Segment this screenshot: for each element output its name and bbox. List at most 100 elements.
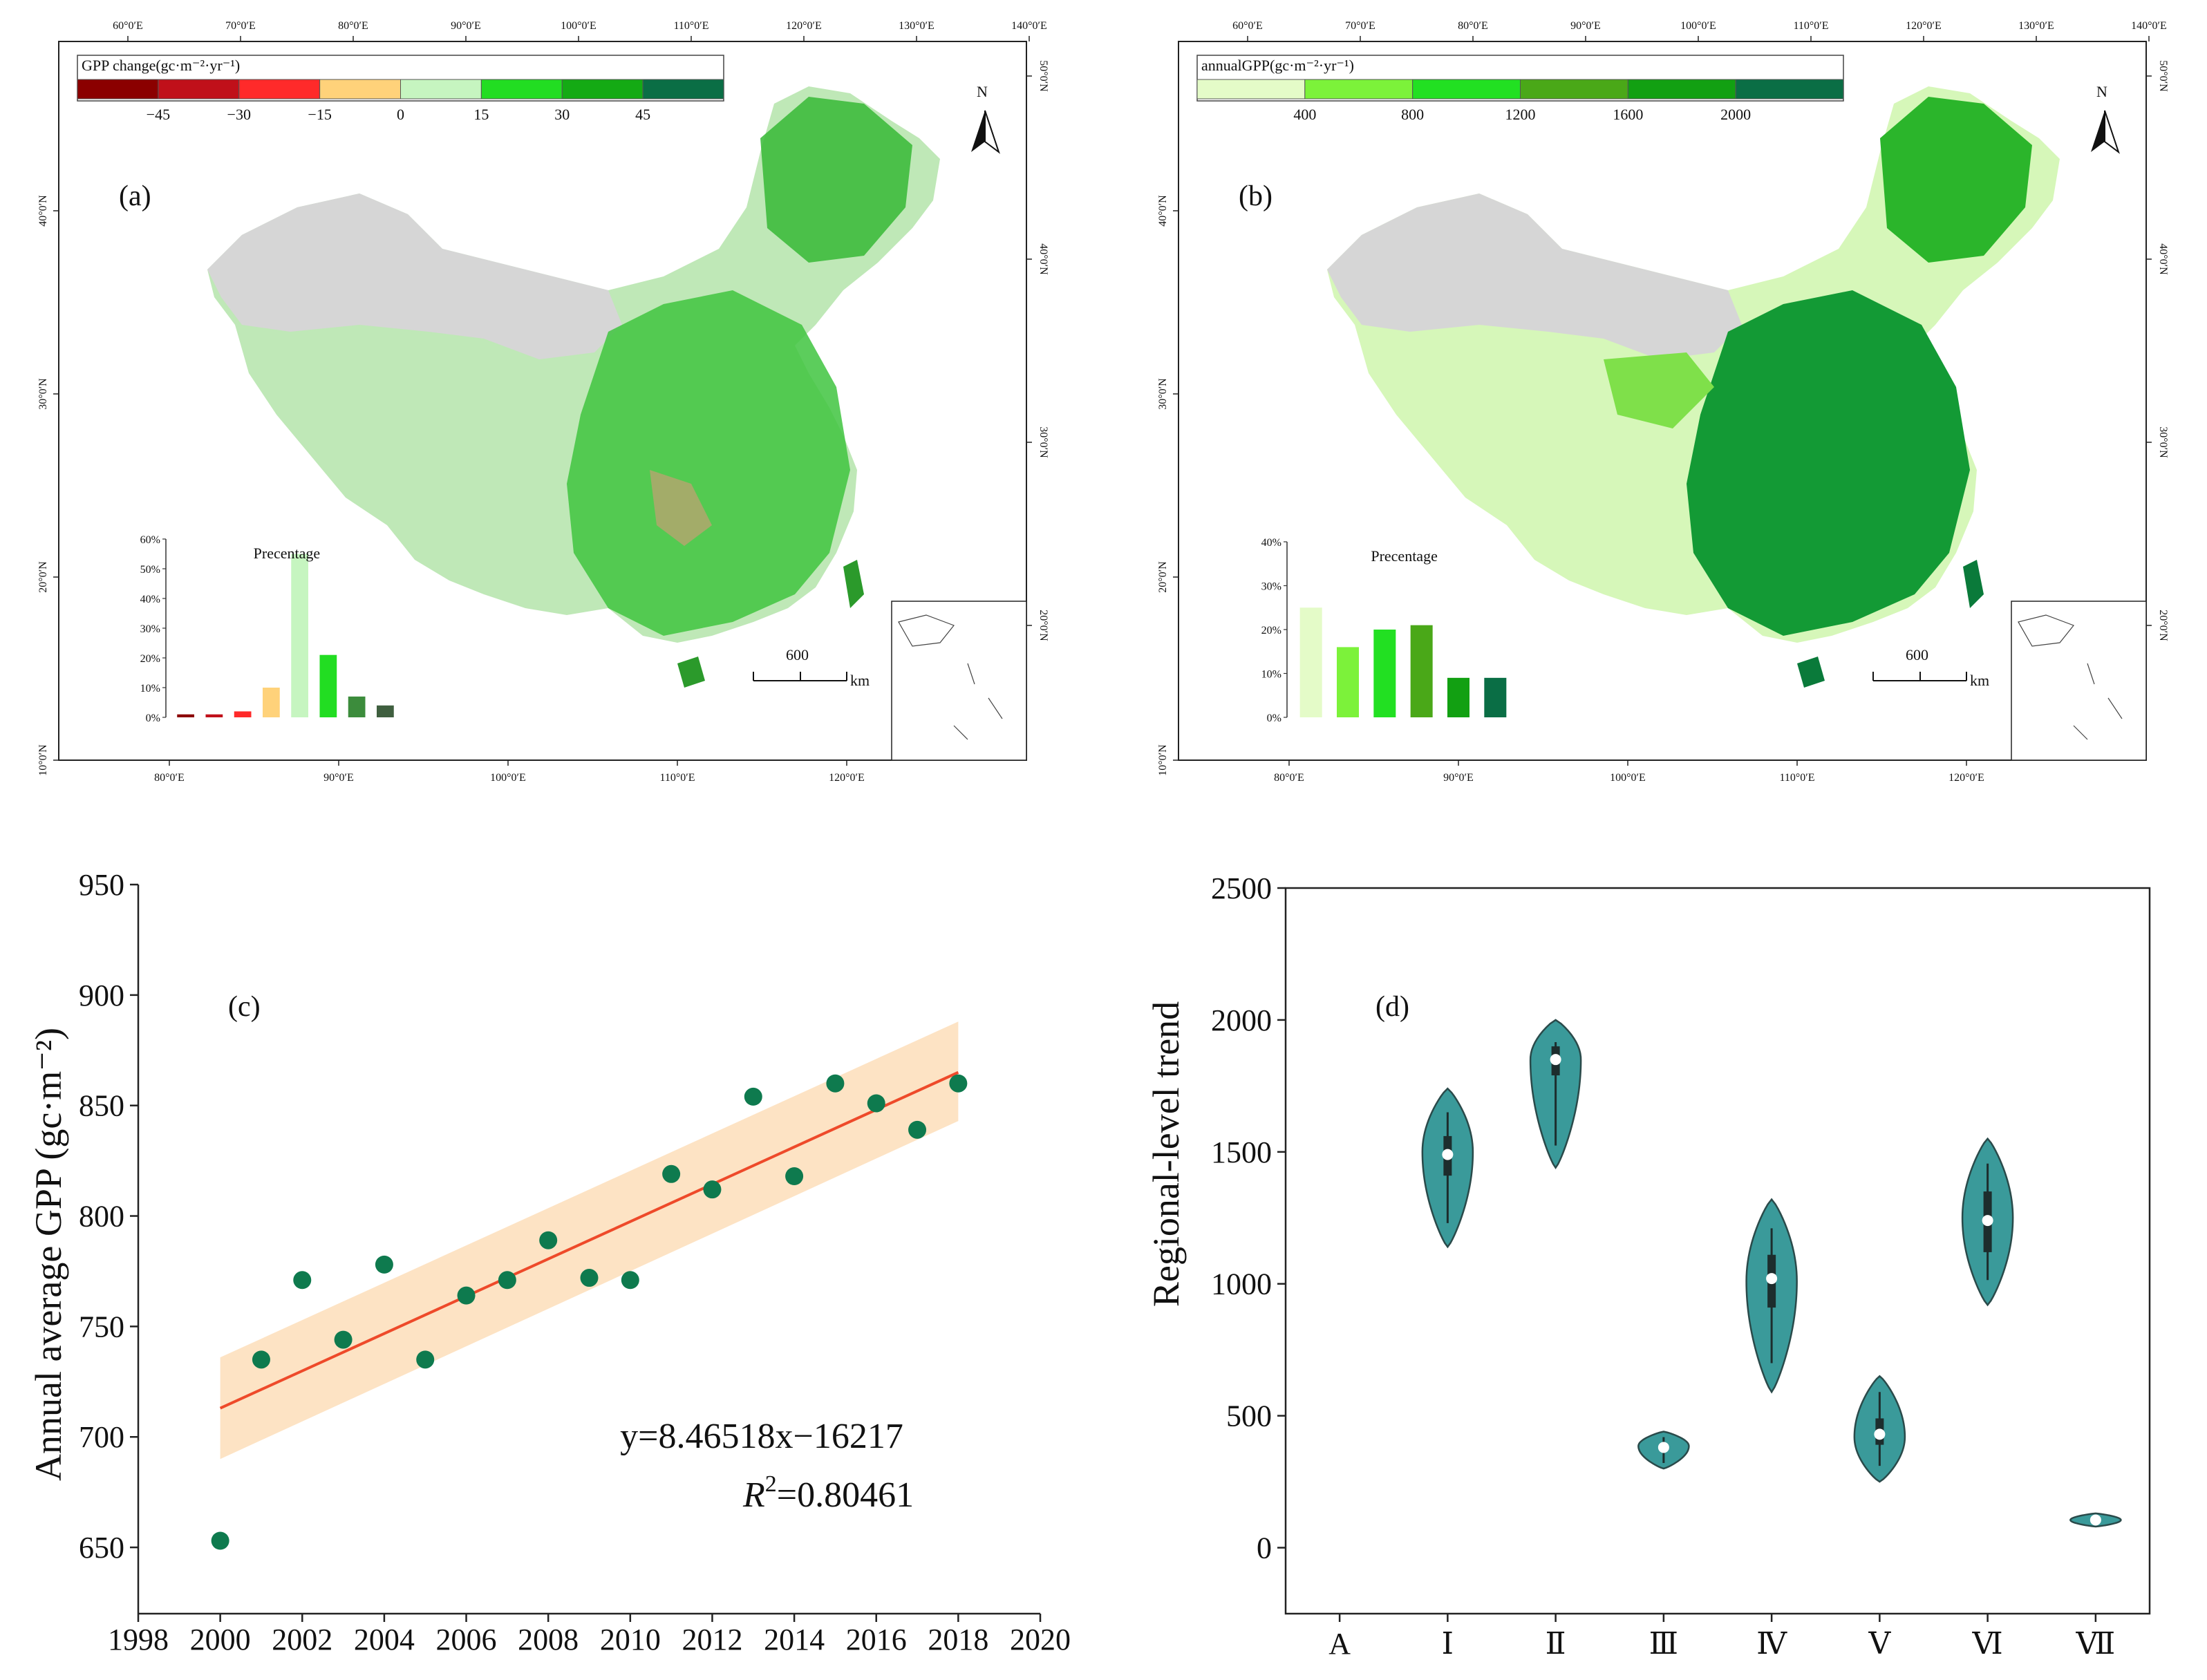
map-right-tick-label: 40°0′N bbox=[1037, 243, 1049, 275]
inset-bar bbox=[291, 554, 308, 717]
inset-bar bbox=[348, 696, 366, 717]
legend-swatch bbox=[319, 79, 401, 100]
c-x-tick-label: 2018 bbox=[928, 1623, 988, 1657]
legend-swatch bbox=[1520, 79, 1628, 100]
legend-tick-label: 1600 bbox=[1613, 106, 1643, 123]
map-bottom-tick-label: 120°0′E bbox=[1948, 772, 1984, 784]
c-point bbox=[621, 1271, 639, 1290]
map-top-tick-label: 100°0′E bbox=[561, 20, 597, 32]
d-violin-median bbox=[1657, 1442, 1669, 1453]
c-point bbox=[949, 1074, 968, 1093]
inset-bar bbox=[177, 714, 194, 717]
map-bottom-tick-label: 110°0′E bbox=[659, 772, 695, 784]
legend-swatch bbox=[400, 79, 482, 100]
map-bottom-tick-label: 80°0′E bbox=[1274, 772, 1304, 784]
map-a-top-ticks: 60°0′E 70°0′E 80°0′E 90°0′E 100°0′E 110°0′E 12… bbox=[113, 20, 1047, 41]
c-point bbox=[703, 1180, 722, 1199]
legend-tick-label: 1200 bbox=[1505, 106, 1536, 123]
d-y-tick-label: 1500 bbox=[1211, 1135, 1272, 1169]
map-b-bottom-ticks: 80°0′E 90°0′E 100°0′E 110°0′E 120°0′E bbox=[1274, 760, 1984, 784]
south-region-b bbox=[1687, 290, 1970, 636]
inset-y-tick-label: 0% bbox=[1267, 712, 1281, 724]
map-left-tick-label: 20°0′N bbox=[1157, 561, 1169, 593]
inset-bar bbox=[1410, 625, 1433, 717]
c-point bbox=[252, 1350, 270, 1369]
inset-y-tick-label: 50% bbox=[140, 564, 160, 576]
hotspot-region bbox=[650, 470, 712, 546]
map-bottom-tick-label: 120°0′E bbox=[829, 772, 865, 784]
map-left-tick-label: 20°0′N bbox=[37, 561, 49, 593]
c-point bbox=[416, 1350, 435, 1369]
map-b-top-ticks: 60°0′E 70°0′E 80°0′E 90°0′E 100°0′E 110°0′E 12… bbox=[1232, 20, 2167, 41]
d-x-tick-label: Ⅶ bbox=[2075, 1627, 2115, 1661]
c-x-tick-label: 2008 bbox=[518, 1623, 579, 1657]
c-regression-line bbox=[219, 1070, 959, 1410]
map-a-left-ticks: 40°0′N 30°0′N 20°0′N 10°0′N bbox=[37, 195, 59, 776]
c-y-tick-label: 900 bbox=[79, 979, 124, 1012]
d-violin-median bbox=[1442, 1149, 1454, 1160]
inset-y-tick-label: 60% bbox=[140, 534, 160, 546]
map-top-tick-label: 120°0′E bbox=[786, 20, 822, 32]
map-b-inset-outline bbox=[2018, 614, 2123, 740]
map-a-scale-value: 600 bbox=[786, 646, 809, 663]
map-b-left-ticks: 40°0′N 30°0′N 20°0′N 10°0′N bbox=[1157, 195, 1178, 776]
c-fit-line bbox=[219, 1070, 959, 1410]
c-y-axis-label: Annual average GPP (gc·m⁻²) bbox=[28, 1028, 69, 1481]
map-left-tick-label: 10°0′N bbox=[37, 744, 49, 776]
c-axes: 1998 2000 2002 2004 2006 2008 2010 2012 2014 2016… bbox=[79, 868, 1071, 1657]
map-a-legend-title: GPP change(gc·m⁻²·yr⁻¹) bbox=[82, 57, 240, 74]
inset-bar bbox=[234, 711, 252, 717]
d-x-tick-label: A bbox=[1328, 1627, 1351, 1661]
inset-bar bbox=[1484, 677, 1507, 717]
c-y-tick-label: 700 bbox=[79, 1420, 124, 1454]
map-a-legend-swatches: −45 −30 −15 0 15 30 45 bbox=[77, 79, 724, 123]
c-point bbox=[334, 1330, 353, 1349]
inset-y-tick-label: 30% bbox=[1261, 581, 1281, 593]
legend-swatch bbox=[1196, 79, 1306, 100]
map-b-panel-label: (b) bbox=[1239, 180, 1272, 212]
d-violins bbox=[1421, 1019, 2122, 1528]
map-bottom-tick-label: 100°0′E bbox=[490, 772, 526, 784]
d-x-tick-label: Ⅵ bbox=[1971, 1627, 2002, 1661]
desert-region bbox=[207, 194, 622, 359]
legend-swatch bbox=[158, 79, 240, 100]
inset-bar bbox=[1447, 677, 1469, 717]
map-top-tick-label: 110°0′E bbox=[673, 20, 708, 32]
d-y-tick-label: 500 bbox=[1226, 1399, 1272, 1433]
map-top-tick-label: 120°0′E bbox=[1906, 20, 1942, 32]
panel-d-violin: 0 500 1000 1500 2000 2500 A Ⅰ Ⅱ Ⅲ Ⅳ Ⅴ Ⅵ Ⅶ (d) Regiona… bbox=[1145, 871, 2151, 1661]
c-y-tick-label: 650 bbox=[79, 1531, 124, 1565]
d-x-tick-label: Ⅴ bbox=[1868, 1627, 1891, 1661]
d-x-tick-label: Ⅲ bbox=[1649, 1627, 1678, 1661]
map-bottom-tick-label: 110°0′E bbox=[1779, 772, 1814, 784]
scale-bar-a bbox=[753, 672, 847, 681]
inset-y-tick-label: 10% bbox=[1261, 669, 1281, 681]
d-x-tick-label: Ⅱ bbox=[1546, 1627, 1566, 1661]
map-right-tick-label: 20°0′N bbox=[1037, 610, 1049, 641]
c-x-tick-label: 2010 bbox=[600, 1623, 661, 1657]
inset-y-tick-label: 20% bbox=[140, 653, 160, 665]
c-x-tick-label: 2006 bbox=[436, 1623, 497, 1657]
inset-y-tick-label: 40% bbox=[140, 594, 160, 605]
c-point bbox=[826, 1074, 845, 1093]
taiwan-b bbox=[1963, 560, 1984, 608]
panel-a-map: 60°0′E 70°0′E 80°0′E 90°0′E 100°0′E 110°0′E 12… bbox=[37, 20, 1049, 784]
map-top-tick-label: 140°0′E bbox=[2131, 20, 2167, 32]
legend-swatch bbox=[1304, 79, 1414, 100]
inset-bar bbox=[1373, 630, 1396, 717]
map-top-tick-label: 130°0′E bbox=[899, 20, 935, 32]
map-top-tick-label: 80°0′E bbox=[338, 20, 368, 32]
map-b-scale-unit: km bbox=[1970, 672, 1989, 689]
c-y-tick-label: 800 bbox=[79, 1200, 124, 1234]
panel-c-scatter: 1998 2000 2002 2004 2006 2008 2010 2012 2014 2016… bbox=[28, 868, 1071, 1657]
map-top-tick-label: 140°0′E bbox=[1011, 20, 1047, 32]
d-violin-median bbox=[1766, 1273, 1778, 1285]
map-bottom-tick-label: 90°0′E bbox=[323, 772, 354, 784]
inset-bar bbox=[263, 688, 280, 717]
map-a-percent-inset: 0% 10% 20% 30% 40% 50% 60% Precentage bbox=[140, 534, 394, 724]
d-violin-median bbox=[1874, 1428, 1886, 1440]
map-right-tick-label: 20°0′N bbox=[2157, 610, 2169, 641]
legend-tick-label: −45 bbox=[147, 106, 170, 123]
legend-swatch bbox=[1735, 79, 1844, 100]
legend-swatch bbox=[1412, 79, 1521, 100]
